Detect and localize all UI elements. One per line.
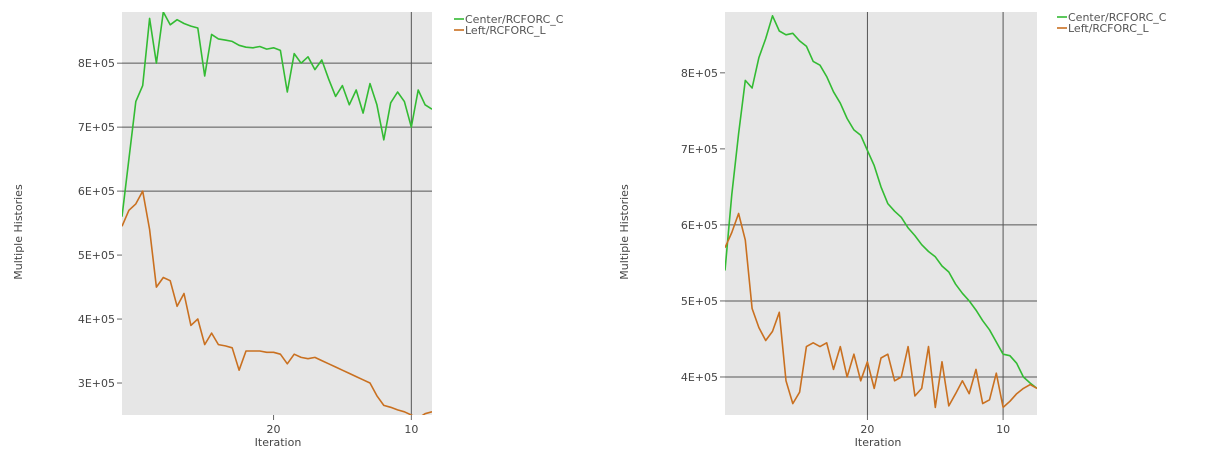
chart-1: 3E+05 4E+05 5E+05 6E+05 7E+05 8E+05 20 10 Iterat… (12, 12, 564, 449)
y-axis-title: Multiple Histories (12, 184, 25, 280)
y-tick-label: 5E+05 (681, 295, 718, 308)
x-tick-label: 10 (996, 423, 1010, 436)
y-tick-label: 3E+05 (78, 377, 115, 390)
legend-label: Left/RCFORC_L (465, 24, 546, 37)
x-axis-title: Iteration (255, 436, 302, 449)
y-tick-label: 6E+05 (681, 219, 718, 232)
legend-label: Center/RCFORC_C (465, 13, 564, 26)
x-tick-label: 20 (267, 423, 281, 436)
series-line-left (725, 212, 1037, 409)
y-tick-label: 7E+05 (681, 143, 718, 156)
y-tick-label: 7E+05 (78, 121, 115, 134)
plot-area (725, 12, 1037, 415)
plot-area (122, 12, 432, 415)
series-line-center (122, 12, 432, 217)
legend-label: Left/RCFORC_L (1068, 22, 1149, 35)
y-tick-label: 4E+05 (681, 371, 718, 384)
x-axis-title: Iteration (855, 436, 902, 449)
series-line-left (122, 190, 432, 415)
y-tick-label: 6E+05 (78, 185, 115, 198)
y-tick-label: 8E+05 (78, 57, 115, 70)
y-tick-label: 4E+05 (78, 313, 115, 326)
x-tick-label: 20 (860, 423, 874, 436)
x-tick-label: 10 (404, 423, 418, 436)
y-axis-title: Multiple Histories (618, 184, 631, 280)
y-tick-label: 8E+05 (681, 67, 718, 80)
legend-label: Center/RCFORC_C (1068, 11, 1167, 24)
series-line-center (725, 15, 1037, 390)
y-tick-label: 5E+05 (78, 249, 115, 262)
chart-2: 4E+05 5E+05 6E+05 7E+05 8E+05 20 10 Iteration Mu… (618, 11, 1167, 449)
